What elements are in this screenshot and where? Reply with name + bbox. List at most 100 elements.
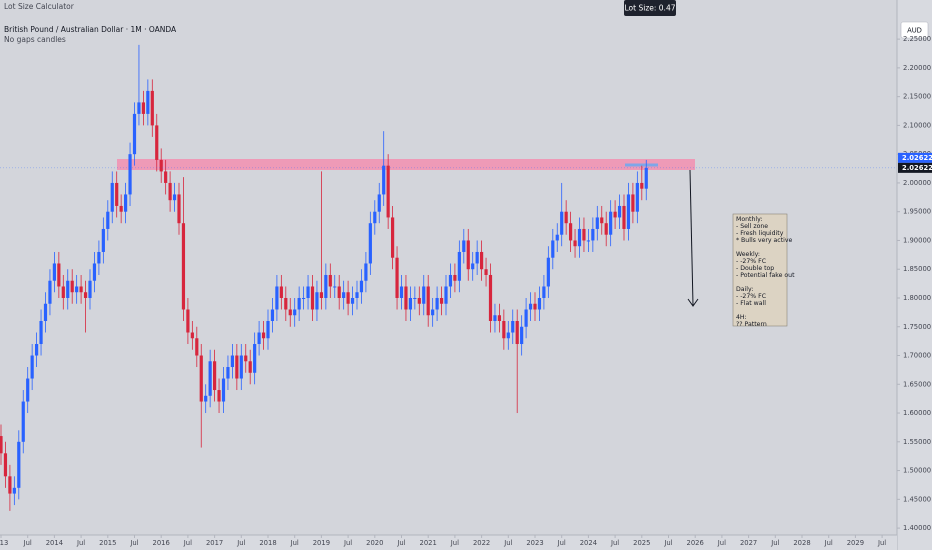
candle-body <box>302 297 306 299</box>
candle-body <box>577 228 582 247</box>
candle-body <box>493 315 497 321</box>
x-tick-label: Jul <box>236 539 245 547</box>
candle-body <box>239 355 243 379</box>
candle-body <box>66 280 70 298</box>
candle-body <box>337 286 341 298</box>
candle-body <box>204 395 208 402</box>
candle-body <box>426 286 430 316</box>
candle-body <box>644 167 648 189</box>
x-tick-label: Jul <box>503 539 512 547</box>
x-tick-label: Jul <box>290 539 299 547</box>
candle-body <box>284 297 288 310</box>
candle-body <box>564 211 568 224</box>
candle-body <box>497 315 501 321</box>
currency[interactable]: AUD <box>907 27 922 35</box>
candle-body <box>226 367 230 379</box>
marker-price-label: 2.02622 <box>902 154 932 162</box>
candle-body <box>150 90 154 126</box>
y-tick-label: 1.45000 <box>903 495 931 503</box>
candle-body <box>155 125 159 160</box>
candle-body <box>57 263 61 287</box>
candle-body <box>582 228 586 241</box>
lot-size: Lot Size: 0.47 <box>625 4 676 13</box>
candle-body <box>533 303 537 310</box>
indicator-name[interactable]: Lot Size Calculator <box>4 2 75 11</box>
note-heading: Monthly: <box>736 216 762 223</box>
candle-body <box>488 274 493 321</box>
candle-body <box>79 286 83 293</box>
candle-body <box>551 240 555 258</box>
candle-body <box>355 292 359 298</box>
x-tick-label: 2026 <box>687 539 704 547</box>
candle-body <box>466 240 470 270</box>
candle-body <box>569 223 573 241</box>
candle-body <box>591 228 595 241</box>
candle-body <box>350 297 355 304</box>
candle-body <box>560 211 564 235</box>
candle-body <box>8 476 12 494</box>
y-tick-label: 2.00000 <box>903 179 931 187</box>
x-tick-label: 2018 <box>259 539 276 547</box>
x-tick-label: 2029 <box>847 539 864 547</box>
candle-body <box>48 280 52 304</box>
note-line: - -27% FC <box>736 258 766 265</box>
y-tick-label: 1.70000 <box>903 352 931 360</box>
candle-body <box>364 263 368 281</box>
note-line: - Flat wall <box>736 300 766 307</box>
candle-body <box>359 280 364 293</box>
candle-body <box>595 217 599 229</box>
x-tick-label: 2021 <box>420 539 437 547</box>
candle-body <box>106 211 110 229</box>
candle-body <box>546 257 550 287</box>
symbol-title: British Pound / Australian Dollar · 1M ·… <box>4 25 177 34</box>
candle-body <box>12 487 16 494</box>
candle-body <box>172 194 177 201</box>
candle-body <box>190 332 194 339</box>
candle-body <box>435 297 439 310</box>
note-line: - Potential fake out <box>736 272 795 279</box>
candle-body <box>195 338 199 356</box>
note-line: - Fresh liquidity <box>736 230 784 237</box>
candle-body <box>132 113 137 155</box>
candle-body <box>177 194 181 224</box>
x-tick-label: Jul <box>343 539 352 547</box>
x-tick-label: 2022 <box>473 539 490 547</box>
candle-body <box>35 344 39 356</box>
candle-body <box>431 309 435 316</box>
candle-body <box>515 321 519 345</box>
x-tick-label: 2015 <box>99 539 116 547</box>
x-tick-label: 13 <box>0 539 8 547</box>
y-tick-label: 1.55000 <box>903 438 931 446</box>
candle-body <box>297 297 301 310</box>
x-tick-label: Jul <box>663 539 672 547</box>
candle-body <box>288 309 292 316</box>
candle-body <box>377 194 381 212</box>
candle-body <box>26 378 30 402</box>
currency-button[interactable] <box>900 21 929 39</box>
x-tick-label: Jul <box>396 539 405 547</box>
time-axis-panel <box>0 535 897 550</box>
candle-body <box>417 297 421 304</box>
candle-body <box>88 280 92 298</box>
x-tick-label: 2024 <box>580 539 597 547</box>
candle-body <box>471 263 475 270</box>
candle-body <box>386 165 390 218</box>
candle-body <box>257 332 261 345</box>
candle-body <box>520 326 524 345</box>
y-tick-label: 1.95000 <box>903 208 931 216</box>
candle-body <box>266 321 270 339</box>
x-tick-label: Jul <box>23 539 32 547</box>
y-tick-label: 1.50000 <box>903 467 931 475</box>
projection-arrow <box>687 169 699 307</box>
candle-body <box>310 286 315 310</box>
candle-body <box>524 309 528 327</box>
x-tick-label: 2019 <box>313 539 330 547</box>
candle-body <box>573 240 577 247</box>
candle-body <box>43 303 48 321</box>
candle-body <box>399 286 404 298</box>
annotation-text: Monthly:- Sell zone- Fresh liquidity* Bu… <box>736 216 795 328</box>
y-tick-label: 2.10000 <box>903 121 931 129</box>
x-tick-label: Jul <box>129 539 138 547</box>
candle-body <box>635 182 639 212</box>
